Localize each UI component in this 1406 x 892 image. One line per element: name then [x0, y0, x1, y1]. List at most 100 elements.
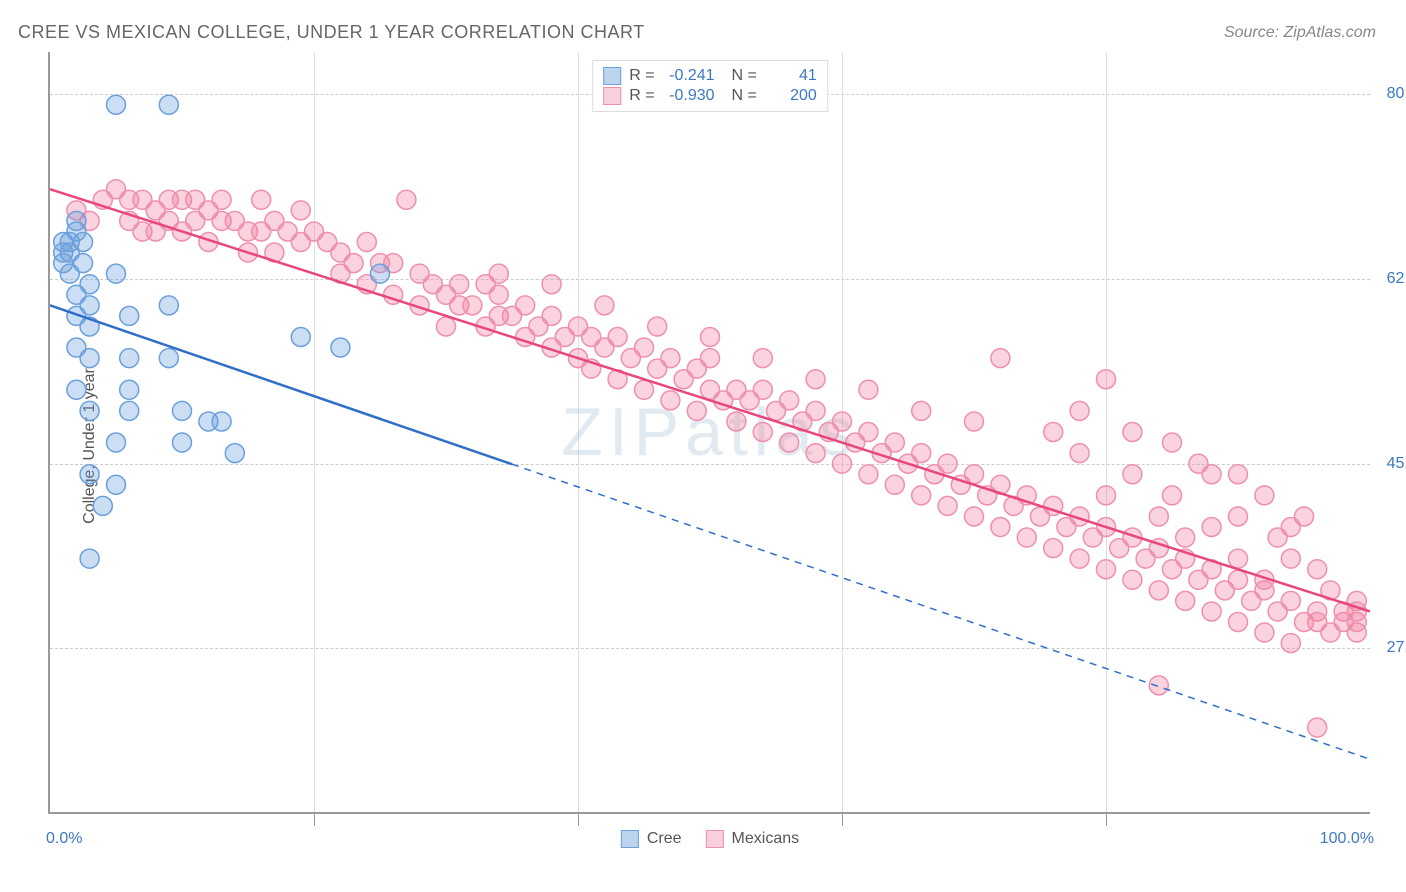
data-point: [1308, 718, 1327, 737]
x-tick-mark: [1106, 812, 1107, 826]
data-point: [912, 401, 931, 420]
data-point: [120, 380, 139, 399]
data-point: [661, 349, 680, 368]
data-point: [93, 496, 112, 515]
data-point: [938, 454, 957, 473]
data-point: [1229, 549, 1248, 568]
data-point: [1097, 486, 1116, 505]
legend-item-cree: Cree: [621, 830, 682, 848]
data-point: [1149, 507, 1168, 526]
correlation-legend: R = -0.241 N = 41 R = -0.930 N = 200: [592, 60, 828, 112]
data-point: [291, 201, 310, 220]
data-point: [489, 264, 508, 283]
data-point: [806, 401, 825, 420]
data-point: [1044, 423, 1063, 442]
data-point: [74, 254, 93, 273]
x-tick-label: 0.0%: [46, 830, 82, 848]
data-point: [1281, 591, 1300, 610]
data-point: [80, 296, 99, 315]
data-point: [1123, 570, 1142, 589]
data-point: [1149, 676, 1168, 695]
data-point: [1229, 570, 1248, 589]
data-point: [463, 296, 482, 315]
x-tick-mark: [842, 812, 843, 826]
data-point: [1229, 507, 1248, 526]
data-point: [80, 465, 99, 484]
data-point: [595, 296, 614, 315]
data-point: [120, 349, 139, 368]
data-point: [1070, 444, 1089, 463]
data-point: [1123, 465, 1142, 484]
mexicans-swatch-icon: [706, 830, 724, 848]
mexicans-n-value: 200: [765, 87, 817, 105]
data-point: [1202, 465, 1221, 484]
data-point: [885, 475, 904, 494]
x-tick-mark: [314, 812, 315, 826]
data-point: [608, 328, 627, 347]
data-point: [859, 380, 878, 399]
data-point: [159, 349, 178, 368]
data-point: [701, 349, 720, 368]
data-point: [780, 433, 799, 452]
data-point: [885, 433, 904, 452]
data-point: [1281, 634, 1300, 653]
data-point: [1308, 560, 1327, 579]
data-point: [1097, 370, 1116, 389]
data-point: [635, 338, 654, 357]
y-tick-label: 27.5%: [1387, 639, 1406, 657]
x-tick-label: 100.0%: [1320, 830, 1374, 848]
data-point: [437, 317, 456, 336]
data-point: [727, 412, 746, 431]
data-point: [212, 412, 231, 431]
legend-n-label: N =: [723, 67, 757, 85]
data-point: [450, 275, 469, 294]
data-point: [1123, 423, 1142, 442]
x-tick-mark: [578, 812, 579, 826]
data-point: [159, 296, 178, 315]
data-point: [1176, 591, 1195, 610]
data-point: [1281, 518, 1300, 537]
data-point: [67, 380, 86, 399]
data-point: [120, 306, 139, 325]
data-point: [542, 306, 561, 325]
data-point: [965, 465, 984, 484]
data-point: [542, 275, 561, 294]
data-point: [965, 507, 984, 526]
data-point: [252, 190, 271, 209]
data-point: [859, 423, 878, 442]
data-point: [1070, 401, 1089, 420]
y-tick-label: 62.5%: [1387, 270, 1406, 288]
data-point: [912, 444, 931, 463]
data-point: [648, 317, 667, 336]
data-point: [1229, 465, 1248, 484]
cree-r-value: -0.241: [663, 67, 715, 85]
legend-row-cree: R = -0.241 N = 41: [603, 67, 817, 85]
data-point: [107, 433, 126, 452]
data-point: [1044, 539, 1063, 558]
data-point: [80, 549, 99, 568]
data-point: [833, 454, 852, 473]
data-point: [991, 349, 1010, 368]
data-point: [806, 370, 825, 389]
data-point: [107, 475, 126, 494]
legend-item-mexicans: Mexicans: [706, 830, 800, 848]
data-point: [912, 486, 931, 505]
data-point: [80, 275, 99, 294]
data-point: [107, 264, 126, 283]
data-point: [1229, 613, 1248, 632]
cree-swatch-icon: [621, 830, 639, 848]
data-point: [753, 349, 772, 368]
data-point: [80, 401, 99, 420]
data-point: [74, 233, 93, 252]
y-tick-label: 45.0%: [1387, 455, 1406, 473]
data-point: [397, 190, 416, 209]
data-point: [67, 211, 86, 230]
data-point: [859, 465, 878, 484]
data-point: [1281, 549, 1300, 568]
data-point: [1202, 518, 1221, 537]
data-point: [806, 444, 825, 463]
data-point: [331, 338, 350, 357]
data-point: [1255, 486, 1274, 505]
legend-label: Cree: [647, 830, 682, 848]
trend-line: [50, 189, 1370, 611]
